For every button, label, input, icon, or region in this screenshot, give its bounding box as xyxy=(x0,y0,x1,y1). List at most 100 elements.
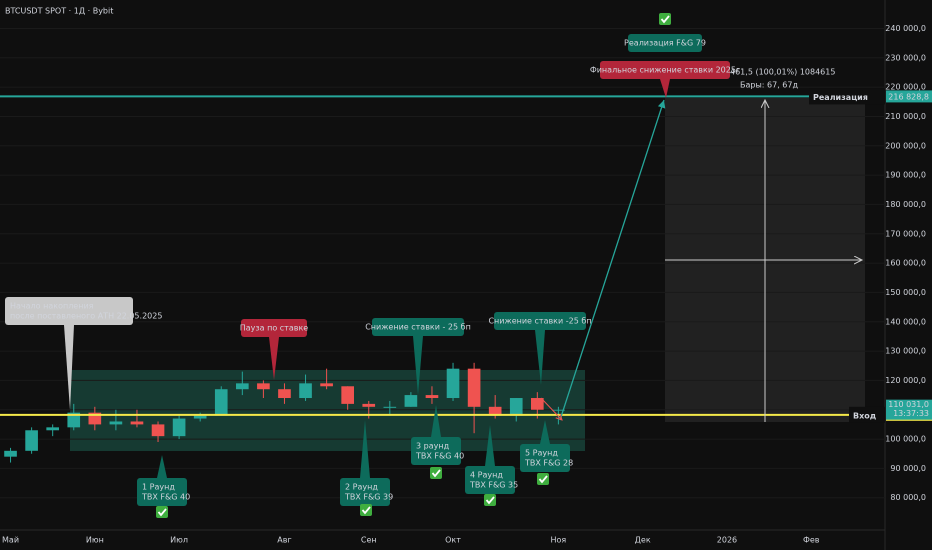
measure-text: 461,5 (100,01%) 1084615 xyxy=(730,68,835,77)
annotation-text: 5 Раунд xyxy=(525,449,558,458)
annotation-text: ТВХ F&G 39 xyxy=(344,493,393,502)
y-tick-label: 210 000,0 xyxy=(885,112,926,121)
y-tick-label: 240 000,0 xyxy=(885,24,926,33)
annotation-text: 3 раунд xyxy=(416,442,450,451)
annotation-text: Реализация F&G 79 xyxy=(624,39,706,48)
annotation-box xyxy=(241,319,307,337)
candle-body xyxy=(278,389,291,399)
level-name: Вход xyxy=(853,411,877,420)
x-tick-label: Фев xyxy=(803,536,820,545)
candle-body xyxy=(446,368,460,399)
check-icon xyxy=(156,506,168,518)
annotation-pointer xyxy=(431,405,441,437)
annotation-text: 2 Раунд xyxy=(345,483,378,492)
annotation-text: Начало накопления xyxy=(10,302,94,311)
level-name-bg xyxy=(809,88,885,105)
candle-body xyxy=(299,383,312,399)
x-tick-label: Июн xyxy=(86,536,104,545)
y-tick-label: 120 000,0 xyxy=(885,376,926,385)
candle-body xyxy=(320,383,333,387)
level-tag xyxy=(886,90,932,103)
annotation-box xyxy=(137,478,187,506)
annotation-box xyxy=(465,466,515,494)
candle-body xyxy=(88,412,102,425)
x-tick-label: Май xyxy=(2,536,19,545)
candle-body xyxy=(425,395,439,399)
annotation-text: ТВХ F&G 35 xyxy=(469,481,518,490)
annotation-box xyxy=(494,312,586,330)
measure-text: Бары: 67, 67д xyxy=(740,81,798,90)
check-icon xyxy=(537,473,549,485)
candle-body xyxy=(383,406,397,408)
check-mark xyxy=(538,475,548,484)
projection-arrow xyxy=(559,99,666,421)
candle-body xyxy=(341,386,354,404)
y-tick-label: 100 000,0 xyxy=(885,435,926,444)
annotation-text: после поставленого АТН 22.05.2025 xyxy=(10,312,162,321)
annotation-pointer xyxy=(660,79,670,98)
check-mark xyxy=(660,15,670,24)
y-tick-label: 170 000,0 xyxy=(885,229,926,238)
candle-body xyxy=(46,427,59,431)
candle-body xyxy=(552,409,565,411)
last-price-timer: 13:37:33 xyxy=(893,409,929,418)
y-tick-label: 180 000,0 xyxy=(885,200,926,209)
y-tick-label: 230 000,0 xyxy=(885,53,926,62)
candle-body xyxy=(362,403,376,407)
candle-body xyxy=(531,398,544,410)
check-mark xyxy=(485,496,495,505)
x-tick-label: Авг xyxy=(277,536,291,545)
candle-body xyxy=(257,383,270,390)
x-tick-label: 2026 xyxy=(717,536,737,545)
y-tick-label: 140 000,0 xyxy=(885,317,926,326)
annotation-pointer xyxy=(360,420,370,478)
candle-body xyxy=(25,430,38,451)
level-name-bg xyxy=(849,406,885,423)
annotation-pointer xyxy=(540,420,550,444)
level-name: Реализация xyxy=(813,93,868,102)
x-tick-label: Ноя xyxy=(551,536,567,545)
annotation-text: Финальное снижение ставки 2025г xyxy=(590,66,740,75)
candle-body xyxy=(130,421,144,425)
y-tick-label: 200 000,0 xyxy=(885,141,926,150)
annotation-text: ТВХ F&G 40 xyxy=(415,452,464,461)
check-icon xyxy=(430,467,442,479)
y-tick-label: 220 000,0 xyxy=(885,83,926,92)
y-tick-label: 130 000,0 xyxy=(885,347,926,356)
annotation-box xyxy=(5,297,133,325)
candle-body xyxy=(236,383,249,390)
check-icon xyxy=(360,504,372,516)
candle-body xyxy=(67,412,81,428)
level-tag-label: 216 828,8 xyxy=(888,92,929,101)
last-price-tag xyxy=(886,399,932,420)
annotation-box xyxy=(411,437,461,465)
check-icon xyxy=(659,13,671,25)
annotation-pointer xyxy=(64,325,74,410)
annotation-box xyxy=(520,444,570,472)
candle-body xyxy=(4,450,17,457)
candle-body xyxy=(467,368,481,407)
candle-body xyxy=(193,415,207,419)
y-tick-label: 160 000,0 xyxy=(885,259,926,268)
annotation-text: Снижение ставки - 25 бп xyxy=(365,323,471,332)
annotation-box xyxy=(628,34,702,52)
candle-body xyxy=(109,421,123,425)
annotation-text: ТВХ F&G 28 xyxy=(524,459,573,468)
candle-body xyxy=(214,389,228,416)
annotation-text: Пауза по ставке xyxy=(240,324,309,333)
annotation-text: ТВХ F&G 40 xyxy=(141,493,190,502)
annotation-text: Снижение ставки -25 бп xyxy=(488,317,591,326)
y-tick-label: 90 000,0 xyxy=(890,464,926,473)
y-tick-label: 80 000,0 xyxy=(890,493,926,502)
annotation-text: 4 Раунд xyxy=(470,471,503,480)
annotation-pointer xyxy=(157,455,167,478)
annotation-box xyxy=(340,478,390,506)
check-mark xyxy=(431,469,441,478)
candle-body xyxy=(172,418,186,437)
candle-body xyxy=(151,424,165,437)
annotation-pointer xyxy=(269,337,279,380)
annotation-box xyxy=(372,318,464,336)
annotation-pointer xyxy=(535,330,545,385)
